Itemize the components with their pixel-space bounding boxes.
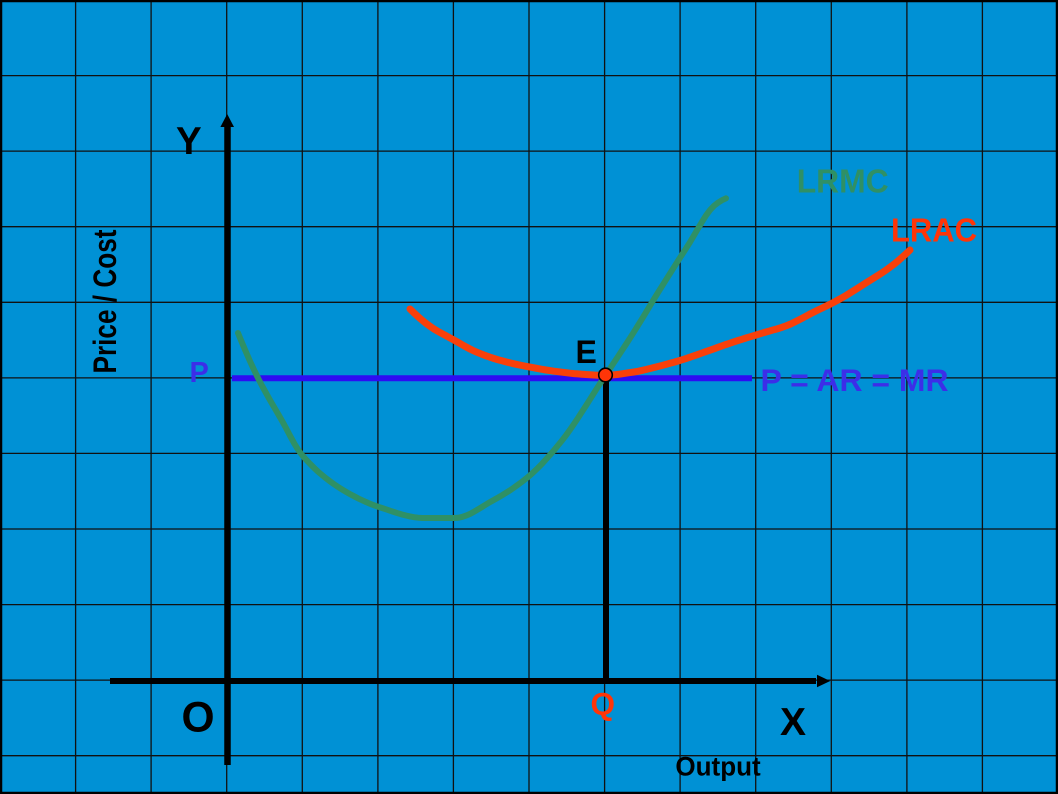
svg-text:Price / Cost: Price / Cost [87,229,123,373]
svg-text:E: E [576,334,597,370]
svg-text:X: X [780,701,806,744]
svg-text:Q: Q [591,685,616,721]
svg-text:P = AR = MR: P = AR = MR [761,362,949,398]
svg-text:O: O [182,695,215,742]
svg-text:Y: Y [176,120,202,163]
svg-text:LRAC: LRAC [891,213,977,250]
svg-text:LRMC: LRMC [797,164,889,201]
svg-text:Output: Output [675,752,760,782]
svg-text:P: P [190,357,209,389]
